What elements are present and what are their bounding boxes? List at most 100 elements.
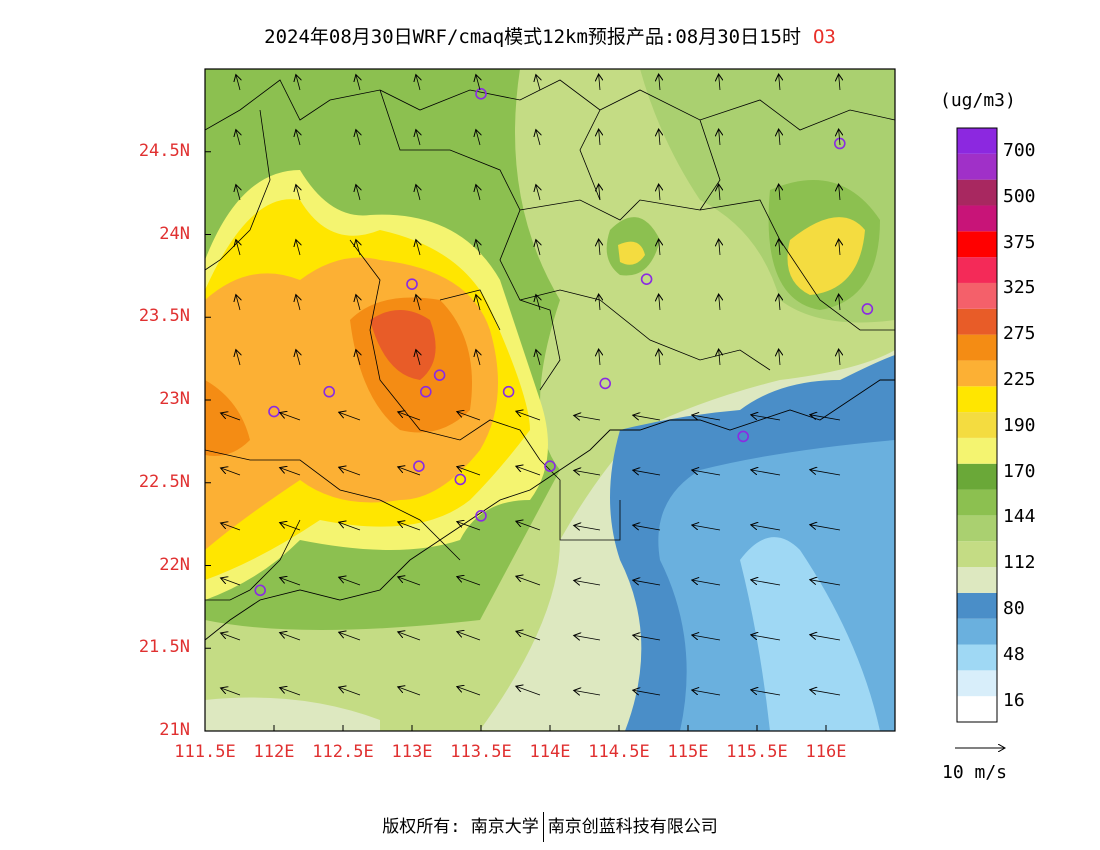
wind-vector xyxy=(659,239,660,256)
wind-vector xyxy=(416,295,420,311)
wind-vector xyxy=(779,184,780,201)
station-markers xyxy=(254,88,874,597)
wind-vector xyxy=(659,129,660,146)
wind-vector xyxy=(476,75,480,91)
lon-label: 111.5E xyxy=(174,742,236,762)
wind-vector xyxy=(810,470,841,476)
colorbar-swatch xyxy=(957,515,997,542)
wind-vector xyxy=(356,240,360,256)
wind-vector xyxy=(810,525,841,531)
wind-vector xyxy=(839,294,840,311)
wind-vector xyxy=(719,239,720,256)
lat-label: 22N xyxy=(159,554,190,575)
wind-vector xyxy=(280,688,301,696)
wind-vector xyxy=(356,350,360,366)
wind-vector xyxy=(339,577,361,586)
colorbar-swatch xyxy=(957,334,997,361)
wind-vector xyxy=(659,184,660,201)
wind-vector xyxy=(751,525,781,531)
wind-vector xyxy=(810,635,841,641)
colorbar-swatch xyxy=(957,257,997,283)
wind-vector xyxy=(296,350,300,366)
wind-vector xyxy=(659,294,660,311)
lat-label: 21N xyxy=(159,720,190,740)
wind-vector xyxy=(839,184,840,201)
wind-vector xyxy=(574,525,601,530)
colorbar-swatch xyxy=(957,128,997,154)
lon-label: 112.5E xyxy=(312,742,374,762)
wind-vector xyxy=(457,577,481,586)
wind-vector xyxy=(398,467,421,476)
ozone-field xyxy=(205,69,895,731)
footer: 版权所有: 南京大学 南京创蓝科技有限公司 xyxy=(0,812,1100,842)
station-marker xyxy=(599,377,612,390)
wind-vector xyxy=(536,295,540,311)
colorbar-label: 325 xyxy=(1003,277,1036,299)
wind-vector xyxy=(574,580,601,585)
colorbar-swatch xyxy=(957,153,997,180)
wind-vector xyxy=(221,688,241,696)
station-marker xyxy=(640,273,653,285)
wind-vector xyxy=(398,687,421,696)
wind-vector xyxy=(236,75,240,91)
colorbar-swatch xyxy=(957,386,997,413)
wind-vector xyxy=(719,184,720,201)
lat-label: 23N xyxy=(159,389,190,409)
wind-vector xyxy=(633,415,661,421)
wind-vector xyxy=(536,75,540,91)
wind-vector xyxy=(280,413,301,421)
wind-vector xyxy=(476,350,480,366)
station-marker xyxy=(406,278,418,290)
wind-vector xyxy=(719,129,720,146)
wind-vector xyxy=(476,130,480,146)
map-title: 2024年08月30日WRF/cmaq模式12km预报产品:08月30日15时 O… xyxy=(0,22,1100,49)
wind-vector xyxy=(356,75,360,91)
colorbar-unit: (ug/m3) xyxy=(940,90,1016,111)
wind-vector xyxy=(416,240,420,256)
wind-vectors xyxy=(221,74,840,695)
wind-vector xyxy=(476,240,480,256)
wind-vector xyxy=(356,185,360,201)
wind-vector xyxy=(692,525,721,531)
colorbar-swatch xyxy=(957,618,997,645)
admin-boundaries xyxy=(205,79,895,601)
lat-label: 24N xyxy=(159,223,190,244)
wind-vector xyxy=(839,74,840,91)
wind-vector xyxy=(633,525,661,531)
wind-vector xyxy=(280,523,301,531)
wind-vector xyxy=(810,580,841,586)
colorbar-swatch xyxy=(957,360,997,387)
wind-vector xyxy=(457,522,481,531)
wind-vector xyxy=(457,412,481,421)
station-marker xyxy=(254,584,267,597)
wind-vector xyxy=(839,129,840,146)
wind-vector xyxy=(599,129,600,146)
wind-vector xyxy=(339,522,361,531)
wind-vector xyxy=(516,686,541,696)
wind-vector xyxy=(779,129,780,146)
title-species: O3 xyxy=(812,26,836,48)
colorbar-label: 500 xyxy=(1003,185,1036,207)
lon-label: 115E xyxy=(667,742,709,762)
colorbar-label: 112 xyxy=(1003,552,1036,574)
colorbar-label: 16 xyxy=(1003,689,1025,711)
wind-vector xyxy=(633,470,661,476)
colorbar-swatch xyxy=(957,670,997,697)
lon-label: 116E xyxy=(805,742,847,762)
wind-vector xyxy=(236,130,240,146)
wind-vector xyxy=(633,635,661,641)
wind-vector xyxy=(659,74,660,91)
station-marker xyxy=(419,385,432,398)
colorbar xyxy=(956,127,998,723)
wind-vector xyxy=(599,239,600,256)
colorbar-swatch xyxy=(957,489,997,516)
wind-vector xyxy=(839,239,840,256)
colorbar-label: 375 xyxy=(1003,231,1036,253)
wind-vector xyxy=(221,633,241,641)
colorbar-swatch xyxy=(957,179,997,206)
wind-vector xyxy=(398,522,421,531)
wind-vector xyxy=(398,412,421,421)
colorbar-label: 275 xyxy=(1003,323,1036,345)
station-marker xyxy=(475,88,487,100)
wind-vector xyxy=(339,412,361,421)
